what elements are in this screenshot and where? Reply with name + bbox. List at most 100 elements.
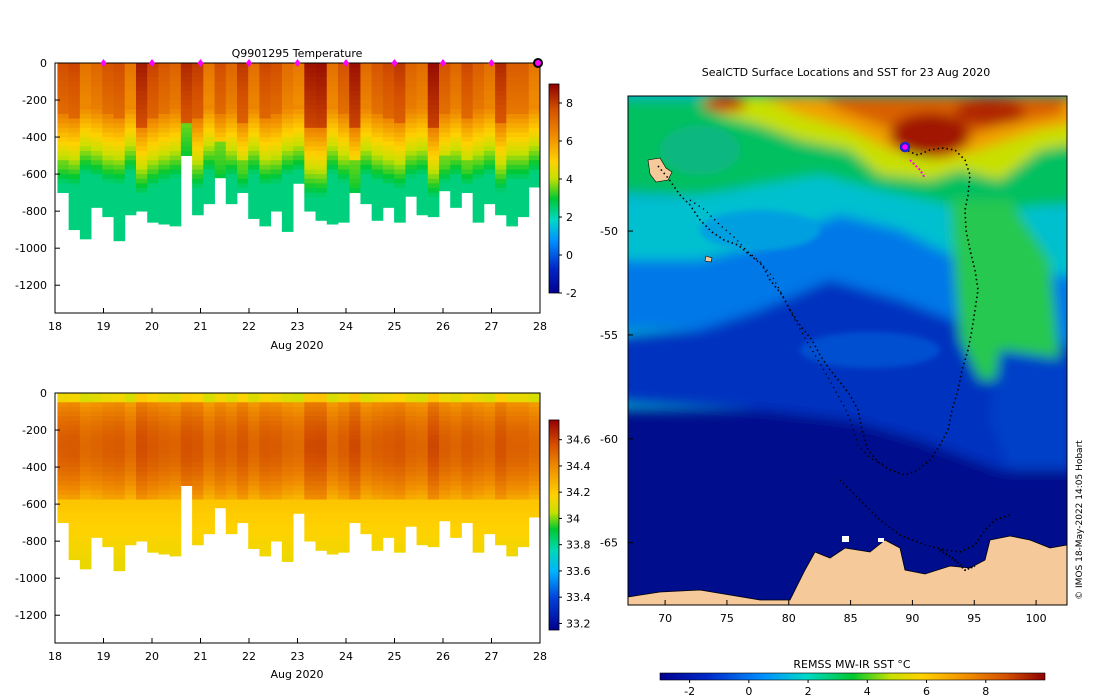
section-cell xyxy=(79,476,92,482)
section-cell xyxy=(483,393,496,399)
section-cell xyxy=(214,457,227,463)
section-cell xyxy=(259,453,272,459)
section-cell xyxy=(124,160,137,166)
section-cell xyxy=(337,137,350,143)
section-cell xyxy=(102,490,114,496)
section-cell xyxy=(293,485,305,491)
section-cell xyxy=(259,137,272,143)
section-cell xyxy=(394,406,406,412)
section-cell xyxy=(79,393,92,399)
section-cell xyxy=(506,402,518,408)
section-cell xyxy=(203,76,215,82)
section-cell xyxy=(259,504,272,510)
section-cell xyxy=(270,536,283,542)
section-cell xyxy=(337,485,350,491)
section-cell xyxy=(203,393,215,399)
section-cell xyxy=(180,416,193,422)
section-cell xyxy=(180,123,193,129)
section-cell xyxy=(270,513,283,519)
section-cell xyxy=(102,462,114,468)
section-cell xyxy=(439,164,451,170)
section-cell xyxy=(79,137,92,143)
section-cell xyxy=(337,113,350,119)
section-cell xyxy=(315,174,328,180)
y-tick-label: -800 xyxy=(22,205,47,218)
section-cell xyxy=(450,420,462,426)
section-cell xyxy=(79,183,92,189)
section-cell xyxy=(528,155,541,161)
section-cell xyxy=(79,160,92,166)
section-cell xyxy=(270,174,283,180)
section-cell xyxy=(360,164,373,170)
section-cell xyxy=(192,411,204,417)
section-cell xyxy=(203,113,215,119)
section-cell xyxy=(203,485,215,491)
section-cell xyxy=(427,160,440,166)
section-cell xyxy=(147,439,159,445)
section-cell xyxy=(461,155,474,161)
section-cell xyxy=(169,411,182,417)
x-tick-label: 19 xyxy=(97,320,111,333)
section-cell xyxy=(427,197,440,203)
section-cell xyxy=(214,109,227,115)
section-cell xyxy=(79,164,92,170)
section-cell xyxy=(79,86,92,92)
section-cell xyxy=(405,494,417,500)
section-cell xyxy=(360,113,373,119)
section-cell xyxy=(472,471,485,477)
section-cell xyxy=(293,430,305,436)
section-cell xyxy=(517,406,530,412)
section-cell xyxy=(326,471,339,477)
section-cell xyxy=(147,480,159,486)
section-cell xyxy=(506,174,518,180)
section-cell xyxy=(180,132,193,138)
section-cell xyxy=(506,476,518,482)
temperature-colorbar-bar xyxy=(548,83,560,294)
salinity-colorbar-bar xyxy=(548,419,560,631)
section-cell xyxy=(506,123,518,129)
section-cell xyxy=(113,183,126,189)
section-cell xyxy=(214,137,227,143)
section-cell xyxy=(79,430,92,436)
section-cell xyxy=(91,90,103,96)
section-cell xyxy=(192,118,204,124)
section-cell xyxy=(450,462,462,468)
section-cell xyxy=(79,229,92,235)
section-cell xyxy=(326,494,339,500)
section-cell xyxy=(450,393,462,399)
section-cell xyxy=(79,146,92,152)
section-cell xyxy=(326,132,339,138)
section-cell xyxy=(371,462,384,468)
section-cell xyxy=(461,178,474,184)
section-cell xyxy=(124,504,137,510)
section-cell xyxy=(113,550,126,556)
section-cell xyxy=(506,197,518,203)
section-cell xyxy=(79,178,92,184)
section-cell xyxy=(517,448,530,454)
section-cell xyxy=(427,480,440,486)
section-cell xyxy=(337,522,350,528)
section-cell xyxy=(293,90,305,96)
section-cell xyxy=(68,104,81,110)
section-cell xyxy=(439,113,451,119)
section-cell xyxy=(416,406,429,412)
section-cell xyxy=(315,118,328,124)
section-cell xyxy=(416,164,429,170)
section-cell xyxy=(472,531,485,537)
section-cell xyxy=(416,118,429,124)
section-cell xyxy=(506,160,518,166)
section-cell xyxy=(158,164,171,170)
y-tick-label: 0 xyxy=(40,57,47,70)
section-cell xyxy=(528,508,541,514)
section-cell xyxy=(259,416,272,422)
section-cell xyxy=(528,169,541,175)
section-cell xyxy=(394,411,406,417)
section-cell xyxy=(293,150,305,156)
section-cell xyxy=(236,104,249,110)
section-cell xyxy=(79,76,92,82)
section-cell xyxy=(304,476,316,482)
section-cell xyxy=(461,490,474,496)
section-cell xyxy=(158,402,171,408)
section-cell xyxy=(394,150,406,156)
section-cell xyxy=(91,420,103,426)
